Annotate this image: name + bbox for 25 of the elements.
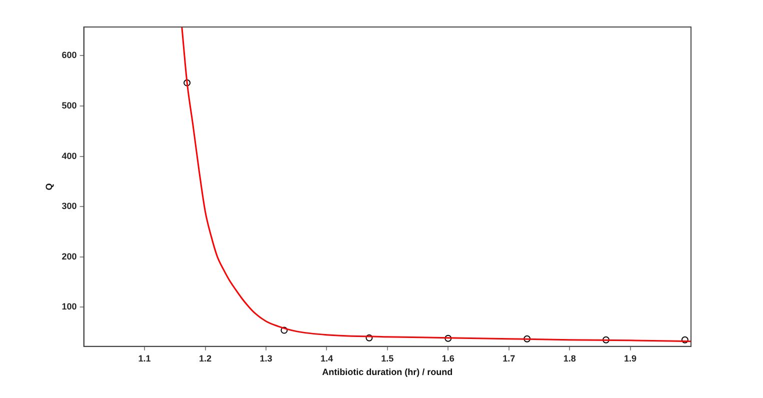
x-tick-label: 1.7 [502, 353, 516, 364]
x-tick-label: 1.5 [381, 353, 394, 364]
y-tick-label: 100 [62, 302, 77, 312]
point [366, 334, 373, 342]
point [602, 336, 610, 344]
point [444, 334, 452, 342]
y-tick-label: 600 [62, 50, 77, 60]
y-axis-title: Q [44, 183, 54, 190]
x-tick-label: 1.6 [442, 353, 454, 364]
x-tick-label: 1.8 [563, 353, 576, 364]
x-tick-label: 1.3 [260, 353, 272, 364]
y-tick-label: 500 [62, 100, 77, 110]
x-tick-label: 1.1 [138, 353, 151, 364]
y-tick-label: 200 [62, 251, 77, 262]
point [280, 326, 288, 334]
point [681, 336, 688, 344]
x-axis-title: Antibiotic duration (hr) / round [322, 367, 453, 378]
y-tick-label: 300 [62, 201, 77, 212]
point [524, 335, 531, 342]
x-tick-label: 1.9 [624, 353, 637, 364]
x-tick-label: 1.4 [320, 353, 333, 364]
line-series [181, 27, 691, 342]
x-tick-label: 1.2 [198, 353, 212, 364]
y-tick-label: 400 [62, 150, 77, 161]
point [184, 79, 191, 86]
